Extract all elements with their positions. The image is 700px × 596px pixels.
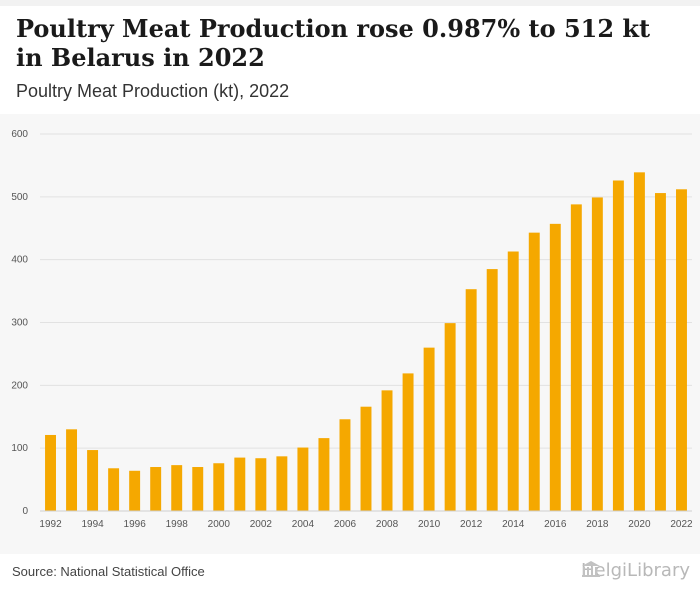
x-tick-label: 2010 xyxy=(418,519,441,530)
y-tick-label: 100 xyxy=(11,443,28,454)
chart-subtitle: Poultry Meat Production (kt), 2022 xyxy=(16,81,290,101)
bar-2004[interactable] xyxy=(297,447,309,511)
y-tick-label: 500 xyxy=(11,192,28,203)
bar-2005[interactable] xyxy=(318,438,330,511)
bar-1999[interactable] xyxy=(192,467,204,511)
x-tick-label: 2022 xyxy=(670,519,693,530)
bar-chart: 0 100 200 300 400 500 600 1992 1994 1996 1998 2000 2… xyxy=(11,129,693,530)
bar-1992[interactable] xyxy=(45,434,56,511)
bar-2022[interactable] xyxy=(676,189,687,511)
library-building-icon xyxy=(582,561,601,577)
bar-2018[interactable] xyxy=(591,197,603,511)
y-tick-label: 0 xyxy=(22,506,28,517)
y-tick-label: 200 xyxy=(11,380,28,391)
bar-2007[interactable] xyxy=(360,406,372,511)
bar-2000[interactable] xyxy=(213,463,225,511)
bar-2010[interactable] xyxy=(423,347,435,511)
bar-2011[interactable] xyxy=(444,323,456,511)
bar-1994[interactable] xyxy=(87,450,99,511)
bar-2008[interactable] xyxy=(381,390,393,511)
x-tick-label: 2006 xyxy=(334,519,357,530)
chart-area: 0 100 200 300 400 500 600 1992 1994 1996 1998 2000 2… xyxy=(0,114,700,554)
x-tick-label: 2018 xyxy=(586,519,609,530)
x-tick-label: 2004 xyxy=(292,519,315,530)
bar-2006[interactable] xyxy=(339,419,351,511)
bar-2014[interactable] xyxy=(507,251,519,511)
x-tick-label: 1992 xyxy=(39,519,62,530)
source-note: Source: National Statistical Office xyxy=(12,564,205,579)
x-tick-label: 2002 xyxy=(250,519,273,530)
bar-2001[interactable] xyxy=(234,457,246,511)
bar-2012[interactable] xyxy=(465,289,477,511)
bar-2021[interactable] xyxy=(654,193,666,511)
x-tick-label: 2016 xyxy=(544,519,567,530)
bar-2020[interactable] xyxy=(633,172,645,511)
bar-2002[interactable] xyxy=(255,458,267,511)
bar-2003[interactable] xyxy=(276,456,288,511)
bar-1993[interactable] xyxy=(66,429,78,511)
bar-2015[interactable] xyxy=(528,232,540,512)
x-tick-label: 2000 xyxy=(208,519,231,530)
x-tick-label: 2014 xyxy=(502,519,525,530)
brand-logo[interactable]: HelgiLibrary xyxy=(581,560,690,581)
y-tick-label: 300 xyxy=(11,318,28,329)
top-rule xyxy=(0,0,700,6)
bar-2009[interactable] xyxy=(402,373,414,511)
bar-2019[interactable] xyxy=(612,180,624,511)
bar-1995[interactable] xyxy=(108,468,120,511)
brand-name: HelgiLibrary xyxy=(581,560,690,581)
y-tick-label: 600 xyxy=(11,129,28,140)
x-tick-label: 1994 xyxy=(81,519,104,530)
bar-1998[interactable] xyxy=(171,465,183,511)
x-tick-label: 2012 xyxy=(460,519,483,530)
chart-title: Poultry Meat Production rose 0.987% to 5… xyxy=(16,14,651,72)
y-tick-label: 400 xyxy=(11,255,28,266)
x-tick-label: 1998 xyxy=(166,519,189,530)
x-tick-label: 2008 xyxy=(376,519,399,530)
bar-1997[interactable] xyxy=(150,467,162,511)
x-tick-label: 1996 xyxy=(124,519,147,530)
bar-2013[interactable] xyxy=(486,269,498,511)
bar-2016[interactable] xyxy=(549,223,561,511)
bar-2017[interactable] xyxy=(570,204,582,511)
x-tick-label: 2020 xyxy=(628,519,651,530)
bar-1996[interactable] xyxy=(129,470,141,511)
